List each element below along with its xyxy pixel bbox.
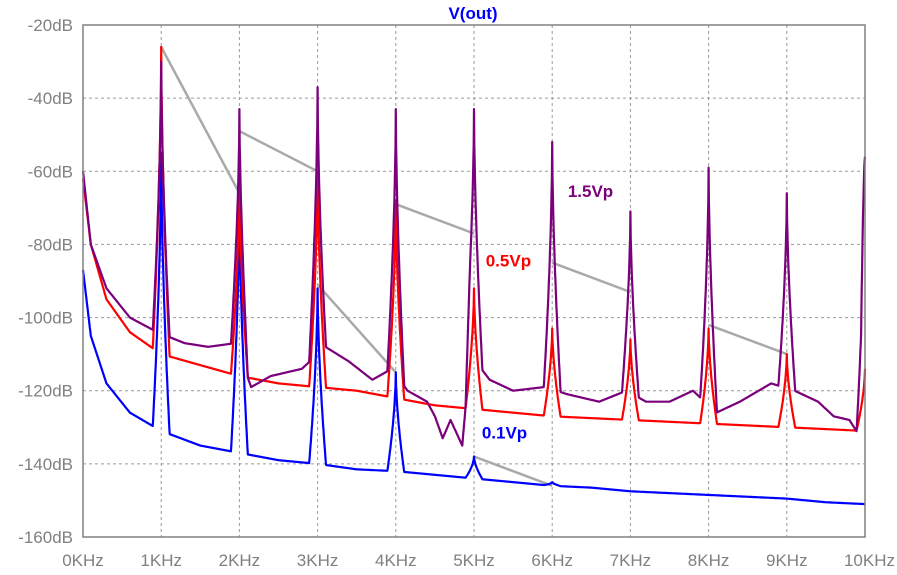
x-tick-label: 5KHz — [453, 551, 495, 570]
y-tick-label: -40dB — [28, 89, 73, 108]
series-lines — [81, 45, 867, 506]
series-line — [81, 45, 867, 432]
envelope-lines — [160, 46, 788, 487]
x-tick-label: 7KHz — [610, 551, 652, 570]
series-annotation: 1.5Vp — [568, 182, 613, 201]
x-tick-label: 1KHz — [140, 551, 182, 570]
y-tick-label: -60dB — [28, 162, 73, 181]
x-tick-label: 0KHz — [62, 551, 104, 570]
series-line — [81, 60, 867, 447]
envelope-line — [160, 46, 241, 194]
x-tick-label: 10KHz — [844, 551, 895, 570]
envelope-line — [551, 261, 631, 294]
x-tick-label: 2KHz — [219, 551, 261, 570]
y-tick-label: -140dB — [18, 455, 73, 474]
envelope-line — [238, 129, 319, 173]
x-tick-label: 9KHz — [766, 551, 808, 570]
y-tick-label: -20dB — [28, 16, 73, 35]
envelope-line — [473, 455, 553, 487]
x-tick-label: 3KHz — [297, 551, 339, 570]
x-tick-label: 6KHz — [531, 551, 573, 570]
plot-frame — [82, 24, 866, 538]
series-annotations: 1.5Vp 0.5Vp 0.1Vp — [482, 182, 613, 442]
y-axis-ticks: -20dB -40dB -60dB -80dB -100dB -120dB -140dB -1… — [18, 16, 73, 547]
x-tick-label: 8KHz — [688, 551, 730, 570]
y-tick-label: -120dB — [18, 382, 73, 401]
envelope-line — [316, 283, 397, 374]
series-line — [81, 151, 866, 506]
series-annotation: 0.5Vp — [486, 251, 531, 270]
y-tick-label: -80dB — [28, 235, 73, 254]
chart-title: V(out) — [448, 4, 497, 23]
series-annotation: 0.1Vp — [482, 423, 527, 442]
y-tick-label: -160dB — [18, 528, 73, 547]
envelope-line — [395, 203, 475, 235]
y-tick-label: -100dB — [18, 309, 73, 328]
x-axis-ticks: 0KHz 1KHz 2KHz 3KHz 4KHz 5KHz 6KHz 7KHz 8KHz 9KHz… — [62, 551, 895, 570]
x-tick-label: 4KHz — [375, 551, 417, 570]
envelope-line — [708, 323, 788, 356]
